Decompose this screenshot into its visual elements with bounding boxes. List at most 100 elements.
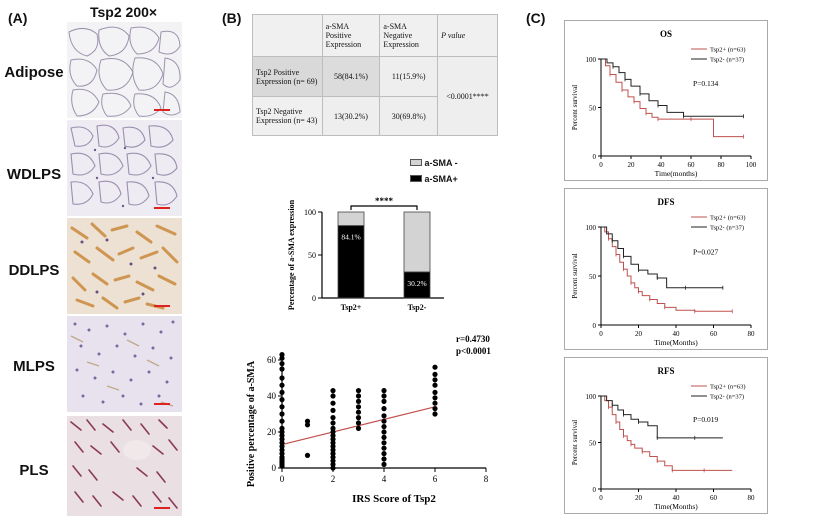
scatter-point	[279, 443, 285, 449]
panel-b-label: (B)	[222, 10, 242, 26]
table-corner-cell	[252, 14, 323, 57]
scatter-point	[279, 460, 285, 466]
expression-table: a-SMA Positive Expression a-SMA Negative…	[252, 14, 498, 136]
scatter-point	[355, 388, 362, 394]
scatter-point	[330, 415, 336, 421]
bar-segment-asma-pos	[403, 271, 431, 299]
tissue-label-adipose: Adipose	[4, 64, 64, 81]
correlation-p: p<0.0001	[456, 346, 491, 356]
survival-panel-os: OS 0 50 100 0 20 40 60 80 100 Percent survival Time…	[564, 20, 768, 181]
scatter-point	[279, 361, 285, 367]
y-tick-label: 0	[593, 153, 597, 161]
scatter-point	[279, 397, 285, 403]
x-tick-label: 40	[673, 330, 681, 338]
legend-label: Tsp2- (n=37)	[710, 57, 744, 64]
y-tick-label: 100	[586, 56, 597, 64]
survival-title: OS	[660, 29, 672, 39]
survival-curve-tsp2-pos	[601, 395, 733, 471]
legend-swatch-asma-pos	[410, 175, 422, 182]
micrograph-adipose	[67, 22, 182, 118]
x-axis-label: IRS Score of Tsp2	[352, 493, 436, 505]
x-tick-label: 40	[673, 494, 681, 502]
x-tick-label: 0	[599, 161, 603, 169]
y-axis-label: Percent survival	[571, 253, 579, 298]
scatter-point	[279, 451, 285, 457]
survival-panel-rfs: RFS 0 50 100 0 20 40 60 80 Percent survival Time(M…	[564, 357, 768, 514]
scatter-point	[279, 418, 285, 424]
x-tick-label: 20	[628, 161, 636, 169]
scatter-point	[381, 398, 387, 404]
y-tick-label: 40	[267, 391, 277, 401]
bar-segment-asma-neg	[403, 211, 431, 273]
scatter-point	[432, 400, 438, 406]
scatter-point	[381, 456, 387, 462]
scatter-point	[330, 436, 336, 442]
p-value-label: P=0.027	[693, 247, 719, 256]
scatter-point	[355, 393, 362, 399]
x-tick-label: 20	[635, 330, 643, 338]
y-tick-label: 50	[589, 105, 597, 113]
y-tick-label: 0	[312, 294, 316, 303]
x-tick-label: 40	[658, 161, 666, 169]
legend-item-asma-pos: a-SMA+	[410, 174, 458, 184]
stacked-bar-chart: 0 50 100 Percentage of a-SMA expression 84.1…	[287, 196, 444, 312]
table-row-header: Tsp2 Negative Expression (n= 43)	[252, 96, 323, 136]
scale-bar	[154, 109, 170, 111]
scatter-point	[432, 377, 438, 383]
x-tick-label: Tsp2-	[408, 303, 427, 312]
survival-title: DFS	[657, 197, 674, 207]
scatter-chart: 0 20 40 60 0 2 4 6 8 Positive percentage of a-SMA…	[246, 334, 491, 505]
survival-chart-rfs: RFS 0 50 100 0 20 40 60 80 Percent survival Time(M…	[571, 366, 756, 511]
scatter-point	[279, 425, 285, 431]
table-p-value-cell: <0.0001****	[437, 56, 498, 136]
scatter-point	[330, 447, 336, 453]
scatter-point	[279, 404, 285, 410]
scatter-point	[304, 452, 311, 458]
significance-label: ****	[375, 196, 394, 206]
scatter-point	[330, 420, 336, 426]
scatter-point	[355, 420, 362, 426]
tissue-label-ddlps: DDLPS	[8, 262, 60, 279]
scatter-point	[381, 429, 387, 435]
scatter-point	[432, 371, 438, 377]
survival-panel-dfs: DFS 0 50 100 0 20 40 60 80 Percent survival Time(M…	[564, 188, 768, 350]
scatter-point	[381, 445, 387, 451]
y-tick-label: 50	[589, 273, 597, 281]
table-cell: 13(30.2%)	[321, 96, 381, 136]
survival-curve-tsp2-neg	[601, 226, 723, 289]
y-tick-label: 50	[308, 251, 316, 260]
y-tick-label: 100	[586, 224, 597, 232]
scatter-point	[381, 418, 387, 424]
scatter-point	[381, 406, 387, 412]
scatter-point	[330, 461, 336, 467]
table-row-header: Tsp2 Positive Expression (n= 69)	[252, 56, 323, 97]
y-axis-label: Percent survival	[571, 85, 579, 130]
x-tick-label: 2	[331, 474, 336, 484]
legend-label-asma-neg: a-SMA -	[424, 158, 458, 168]
x-axis-label: Time(months)	[655, 169, 698, 178]
y-axis-label: Positive percentage of a-SMA	[246, 360, 257, 487]
legend-label: Tsp2+ (n=63)	[710, 215, 746, 222]
survival-curve-tsp2-pos	[601, 58, 744, 138]
y-tick-label: 0	[593, 486, 597, 494]
tissue-label-mlps: MLPS	[13, 358, 55, 375]
scatter-point	[279, 355, 285, 361]
scatter-point	[355, 415, 362, 421]
scatter-point	[381, 413, 387, 419]
scatter-point	[381, 388, 387, 394]
x-axis-label: Time(Months)	[654, 502, 698, 511]
scatter-point	[330, 400, 336, 406]
scatter-point	[330, 433, 336, 439]
scatter-point	[432, 364, 438, 370]
panel-a-label: (A)	[8, 10, 28, 26]
scale-bar	[154, 305, 170, 307]
scatter-point	[279, 389, 285, 395]
x-tick-label: 60	[710, 330, 718, 338]
x-axis-label: Time(Months)	[654, 338, 698, 347]
x-tick-label: 80	[718, 161, 726, 169]
scale-bar	[154, 507, 170, 509]
scatter-point	[279, 447, 285, 453]
legend-label: Tsp2- (n=37)	[710, 225, 744, 232]
scatter-point	[432, 395, 438, 401]
x-tick-label: 80	[748, 494, 756, 502]
